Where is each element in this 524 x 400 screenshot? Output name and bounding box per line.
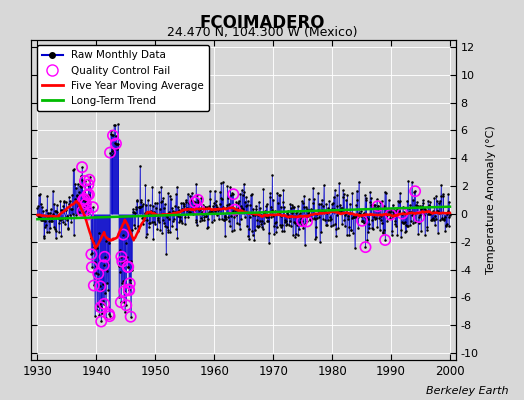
Text: 24.470 N, 104.300 W (Mexico): 24.470 N, 104.300 W (Mexico): [167, 26, 357, 39]
Point: [97, 318, 105, 325]
Point: [82, 200, 90, 207]
Point: [88, 264, 96, 270]
Point: [105, 313, 114, 319]
Point: [120, 288, 128, 294]
Point: [415, 214, 423, 220]
Legend: Raw Monthly Data, Quality Control Fail, Five Year Moving Average, Long-Term Tren: Raw Monthly Data, Quality Control Fail, …: [37, 45, 209, 111]
Point: [84, 211, 92, 218]
Point: [194, 197, 202, 203]
Point: [231, 206, 239, 213]
Point: [81, 178, 89, 184]
Point: [79, 197, 87, 203]
Point: [84, 181, 93, 188]
Point: [117, 299, 125, 305]
Point: [90, 282, 98, 289]
Point: [78, 208, 86, 214]
Point: [109, 132, 117, 139]
Point: [303, 218, 311, 225]
Point: [374, 203, 382, 210]
Point: [126, 314, 135, 320]
Point: [191, 199, 199, 206]
Point: [386, 212, 395, 218]
Point: [100, 301, 108, 307]
Point: [82, 206, 91, 213]
Point: [361, 244, 369, 250]
Point: [411, 188, 419, 194]
Point: [118, 258, 126, 265]
Text: Berkeley Earth: Berkeley Earth: [426, 386, 508, 396]
Point: [94, 270, 102, 277]
Point: [85, 191, 93, 198]
Point: [398, 210, 407, 217]
Point: [100, 262, 108, 268]
Point: [125, 280, 134, 286]
Point: [78, 164, 86, 170]
Point: [125, 287, 134, 293]
Text: FCOIMADERO: FCOIMADERO: [199, 14, 325, 32]
Point: [87, 251, 95, 258]
Point: [117, 254, 126, 260]
Point: [381, 237, 389, 243]
Point: [358, 218, 366, 224]
Point: [125, 286, 133, 293]
Point: [105, 311, 113, 317]
Point: [195, 207, 204, 213]
Point: [101, 254, 109, 260]
Point: [106, 149, 114, 156]
Point: [119, 231, 127, 238]
Point: [85, 176, 94, 183]
Point: [112, 140, 120, 147]
Point: [298, 218, 307, 224]
Point: [124, 264, 132, 270]
Point: [229, 191, 237, 198]
Point: [124, 264, 133, 270]
Point: [89, 204, 97, 210]
Point: [96, 283, 104, 290]
Point: [80, 196, 89, 202]
Point: [96, 304, 105, 310]
Y-axis label: Temperature Anomaly (°C): Temperature Anomaly (°C): [486, 126, 496, 274]
Point: [122, 302, 130, 308]
Point: [83, 192, 92, 198]
